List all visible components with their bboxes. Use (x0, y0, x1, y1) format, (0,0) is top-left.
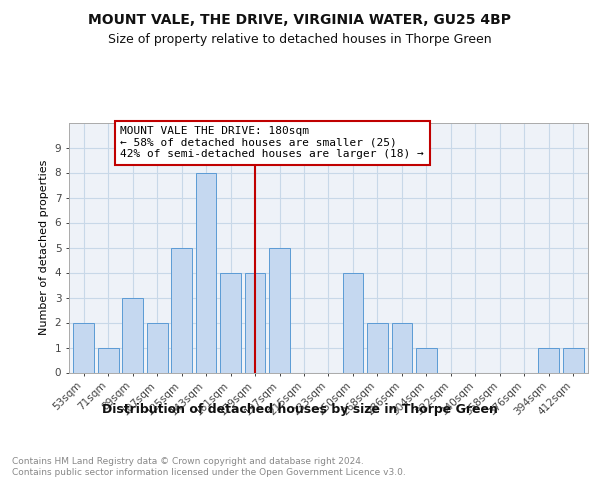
Bar (171, 248, 192, 372)
Bar (196, 172, 217, 372)
Bar (563, 348, 584, 372)
Y-axis label: Number of detached properties: Number of detached properties (39, 160, 49, 335)
Text: Distribution of detached houses by size in Thorpe Green: Distribution of detached houses by size … (102, 402, 498, 415)
Bar (122, 298, 143, 372)
Bar (245, 272, 265, 372)
Text: MOUNT VALE THE DRIVE: 180sqm
← 58% of detached houses are smaller (25)
42% of se: MOUNT VALE THE DRIVE: 180sqm ← 58% of de… (121, 126, 424, 160)
Text: MOUNT VALE, THE DRIVE, VIRGINIA WATER, GU25 4BP: MOUNT VALE, THE DRIVE, VIRGINIA WATER, G… (89, 12, 511, 26)
Bar (416, 348, 437, 372)
Bar (220, 272, 241, 372)
Bar (98, 348, 119, 372)
Bar (269, 248, 290, 372)
Bar (538, 348, 559, 372)
Text: Size of property relative to detached houses in Thorpe Green: Size of property relative to detached ho… (108, 32, 492, 46)
Text: Contains HM Land Registry data © Crown copyright and database right 2024.
Contai: Contains HM Land Registry data © Crown c… (12, 458, 406, 477)
Bar (343, 272, 364, 372)
Bar (367, 322, 388, 372)
Bar (392, 322, 412, 372)
Bar (147, 322, 167, 372)
Bar (73, 322, 94, 372)
